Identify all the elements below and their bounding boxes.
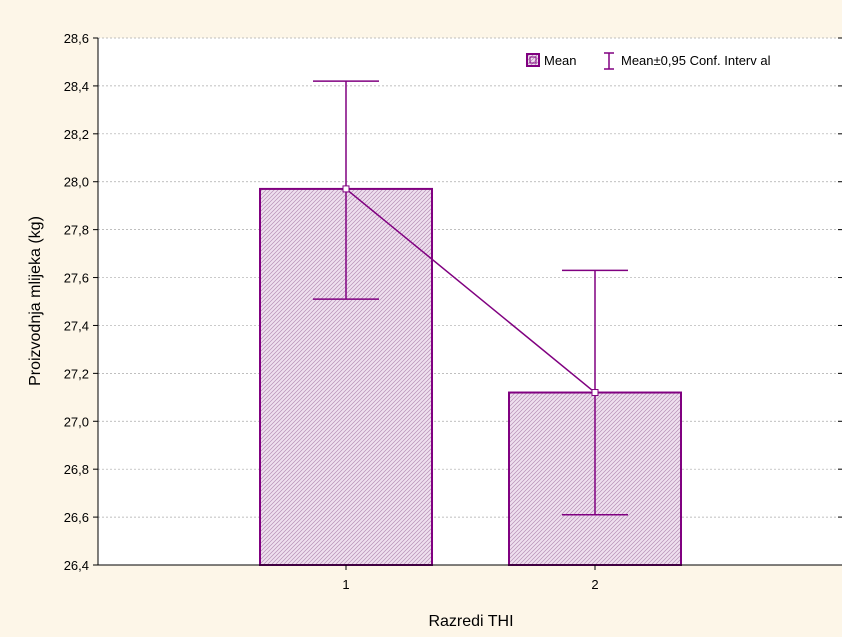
y-tick-label: 28,6: [64, 31, 89, 46]
mean-point: [591, 389, 599, 397]
y-tick-label: 27,4: [64, 318, 89, 333]
y-tick-label: 27,6: [64, 271, 89, 286]
grid-lines: [98, 37, 842, 518]
plot-area: [98, 38, 842, 565]
mean-line: [342, 185, 599, 397]
x-axis-title: Razredi THI: [428, 613, 513, 630]
y-tick-label: 26,6: [64, 510, 89, 525]
y-axis-title: Proizvodnja mlijeka (kg): [27, 216, 44, 386]
legend-ci-label: Mean±0,95 Conf. Interv al: [621, 53, 771, 68]
legend-mean-marker: [529, 56, 537, 64]
y-tick-label: 26,8: [64, 462, 89, 477]
y-tick-label: 28,2: [64, 127, 89, 142]
y-tick-labels: 26,4 26,6 26,8 27,0 27,2 27,4 27,6 27,8 28,0 28,2…: [64, 31, 842, 573]
y-tick-label: 26,4: [64, 558, 89, 573]
legend-mean-label: Mean: [544, 53, 577, 68]
y-tick-label: 27,2: [64, 366, 89, 381]
mean-point: [342, 185, 350, 193]
x-tick-label: 1: [342, 577, 349, 592]
bars: [259, 187, 682, 567]
y-tick-label: 27,8: [64, 223, 89, 238]
y-tick-label: 28,4: [64, 79, 89, 94]
legend-ci-icon: [604, 52, 614, 70]
y-tick-label: 27,0: [64, 414, 89, 429]
y-tick-label: 28,0: [64, 175, 89, 190]
legend-mean-swatch: [526, 53, 540, 67]
x-tick-label: 2: [591, 577, 598, 592]
mean-connector-line: [345, 188, 596, 394]
legend: Mean Mean±0,95 Conf. Interv al: [526, 52, 771, 70]
